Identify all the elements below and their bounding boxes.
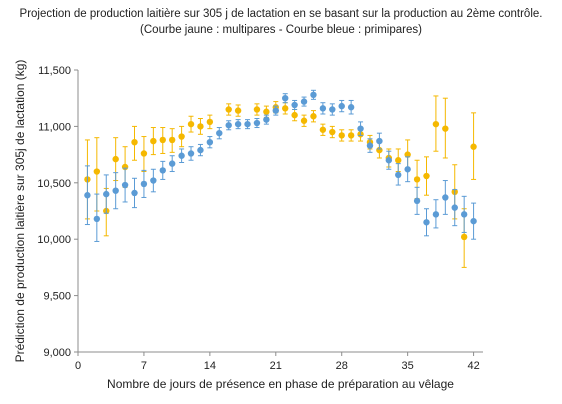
data-point	[404, 166, 411, 173]
y-axis-label: Prédiction de production laitière sur 30…	[13, 60, 27, 363]
data-point	[432, 211, 440, 218]
data-point	[423, 172, 430, 180]
data-point	[432, 120, 440, 128]
data-point	[187, 120, 195, 128]
data-point	[140, 180, 148, 188]
data-point	[385, 157, 393, 164]
data-point	[197, 123, 204, 130]
data-point	[150, 137, 157, 145]
y-tick-label: 10,500	[37, 178, 71, 190]
data-point	[93, 168, 101, 175]
data-point	[300, 117, 308, 124]
data-point	[282, 105, 289, 112]
data-point	[103, 190, 110, 198]
data-point	[121, 181, 129, 189]
data-point	[263, 116, 270, 123]
data-point	[206, 138, 214, 146]
data-point	[319, 105, 327, 112]
data-point	[423, 219, 430, 226]
data-point	[216, 129, 223, 137]
data-point	[291, 101, 298, 109]
data-point	[93, 215, 101, 223]
data-point	[112, 187, 119, 194]
data-point	[140, 150, 148, 157]
data-point	[159, 167, 166, 174]
data-point	[310, 113, 317, 120]
y-tick-label: 9,000	[43, 347, 71, 359]
series-primipares	[84, 89, 477, 242]
data-point	[395, 157, 402, 164]
y-tick-label: 11,000	[38, 121, 71, 133]
data-point	[234, 107, 242, 114]
x-tick-label: 28	[336, 360, 348, 372]
data-point	[300, 98, 308, 105]
series-layer	[84, 89, 477, 268]
data-point	[460, 233, 468, 241]
data-point	[442, 125, 449, 132]
data-point	[131, 138, 138, 146]
x-tick-label: 7	[141, 360, 147, 372]
data-point	[451, 204, 458, 211]
data-point	[150, 177, 157, 184]
data-point	[244, 120, 251, 128]
data-point	[347, 132, 355, 139]
x-tick-label: 14	[204, 360, 216, 372]
chart-subtitle: (Courbe jaune : multipares - Courbe bleu…	[140, 24, 422, 36]
data-point	[291, 111, 298, 119]
chart-title: Projection de production laitière sur 30…	[19, 8, 543, 20]
data-point	[282, 95, 289, 102]
data-point	[470, 217, 477, 225]
data-point	[338, 132, 345, 139]
data-point	[178, 133, 185, 140]
x-tick-label: 21	[270, 360, 282, 372]
data-point	[395, 171, 402, 179]
data-point	[206, 118, 214, 126]
x-axis-ticks: 0 7 14 21 28 35 42	[75, 352, 480, 372]
data-point	[319, 126, 327, 133]
data-point	[168, 136, 176, 144]
data-point	[329, 106, 336, 113]
data-point	[413, 176, 421, 183]
y-axis-ticks: 9,000 9,500 10,000 10,500 11,000 11,500	[37, 65, 78, 359]
data-point	[470, 143, 477, 150]
data-point	[263, 108, 270, 115]
data-point	[225, 122, 232, 129]
data-point	[234, 120, 242, 128]
chart-axes	[77, 70, 483, 353]
x-tick-label: 42	[467, 360, 479, 372]
data-point	[197, 146, 204, 154]
data-point	[329, 128, 336, 136]
data-point	[112, 155, 119, 163]
data-point	[376, 137, 383, 145]
data-point	[253, 119, 261, 127]
data-point	[366, 142, 374, 149]
chart-title-block: Projection de production laitière sur 30…	[0, 6, 562, 38]
data-point	[131, 189, 138, 197]
data-point	[347, 104, 355, 111]
y-tick-label: 11,500	[38, 65, 71, 77]
data-point	[168, 160, 176, 167]
data-point	[338, 102, 345, 110]
x-tick-label: 35	[402, 360, 414, 372]
data-point	[225, 106, 232, 113]
data-point	[187, 150, 195, 157]
x-axis-label: Nombre de jours de présence en phase de …	[107, 377, 454, 391]
data-point	[84, 192, 91, 199]
data-point	[159, 136, 166, 144]
data-point	[413, 197, 421, 205]
data-point	[253, 106, 261, 113]
y-tick-label: 10,000	[37, 234, 71, 246]
data-point	[357, 125, 364, 132]
data-point	[178, 152, 185, 159]
y-tick-label: 9,500	[43, 291, 71, 303]
data-point	[442, 194, 449, 201]
data-point	[460, 211, 468, 218]
data-point	[404, 151, 411, 158]
data-point	[272, 107, 279, 114]
x-tick-label: 0	[75, 360, 81, 372]
data-point	[310, 91, 317, 99]
